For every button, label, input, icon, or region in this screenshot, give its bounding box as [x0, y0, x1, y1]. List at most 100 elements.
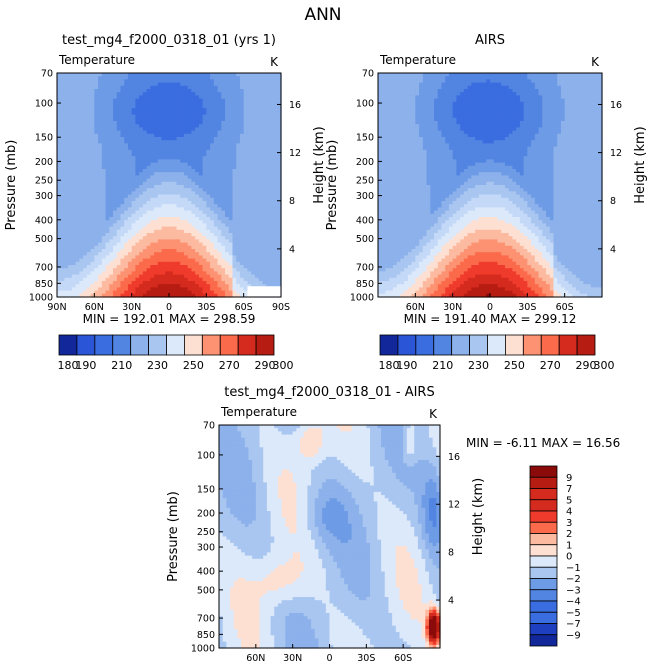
field-cell [109, 108, 114, 112]
field-cell [71, 185, 77, 189]
field-cell [251, 249, 256, 253]
field-cell [247, 229, 252, 234]
field-cell [254, 133, 260, 138]
field-cell [120, 207, 125, 212]
field-cell [83, 111, 88, 116]
field-cell [135, 143, 140, 148]
field-cell [187, 121, 192, 125]
field-cell [225, 137, 230, 141]
field-cell [269, 146, 275, 151]
field-cell [139, 217, 144, 221]
field-cell [191, 245, 196, 250]
field-cell [83, 258, 88, 263]
field-cell [262, 140, 267, 144]
field-cell [195, 101, 200, 106]
field-cell [79, 220, 84, 224]
field-cell [221, 79, 226, 84]
field-cell [225, 127, 230, 132]
field-cell [165, 137, 170, 141]
field-cell [127, 268, 133, 272]
field-cell [266, 226, 271, 231]
field-cell [124, 159, 129, 164]
field-cell [83, 140, 88, 144]
field-cell [269, 159, 275, 164]
field-cell [157, 76, 163, 80]
field-cell [101, 76, 107, 80]
field-cell [176, 258, 181, 263]
field-cell [236, 223, 241, 228]
field-cell [221, 245, 226, 250]
field-cell [165, 284, 170, 288]
field-cell [75, 127, 80, 132]
field-cell [180, 229, 185, 234]
field-cell [57, 149, 62, 154]
field-cell [217, 130, 222, 135]
field-cell [187, 169, 192, 173]
field-cell [228, 194, 234, 199]
field-cell [116, 101, 122, 106]
field-cell [180, 175, 185, 180]
field-cell [94, 185, 99, 189]
field-cell [161, 236, 166, 240]
field-cell [101, 105, 107, 109]
field-cell [161, 220, 166, 224]
field-cell [183, 220, 189, 224]
field-cell [269, 165, 275, 170]
field-cell [176, 162, 181, 167]
field-cell [83, 124, 88, 128]
field-cell [105, 127, 110, 132]
field-cell [86, 252, 92, 256]
field-cell [232, 255, 237, 260]
field-cell [150, 233, 155, 237]
field-cell [273, 194, 278, 199]
field-cell [150, 265, 155, 269]
field-cell [109, 172, 114, 176]
field-cell [135, 159, 140, 164]
field-cell [195, 194, 200, 199]
field-cell [232, 175, 237, 180]
field-cell [75, 229, 80, 234]
field-cell [86, 143, 92, 148]
field-cell [64, 133, 69, 138]
field-cell [239, 146, 245, 151]
field-cell [213, 146, 219, 151]
field-cell [258, 121, 263, 125]
field-cell [217, 121, 222, 125]
field-cell [169, 258, 174, 263]
field-cell [116, 140, 122, 144]
field-cell [105, 271, 110, 276]
field-cell [165, 220, 170, 224]
field-cell [187, 236, 192, 240]
field-cell [206, 258, 211, 263]
field-cell [109, 114, 114, 119]
field-cell [57, 181, 62, 186]
field-cell [262, 133, 267, 138]
field-cell [150, 82, 155, 87]
field-cell [131, 185, 136, 189]
field-cell [68, 191, 73, 196]
field-cell [157, 258, 163, 263]
field-cell [75, 236, 80, 240]
field-cell [217, 185, 222, 189]
field-cell [169, 185, 174, 189]
field-cell [113, 207, 118, 212]
field-cell [105, 204, 110, 208]
field-cell [127, 281, 133, 285]
field-cell [258, 137, 263, 141]
field-cell [273, 274, 278, 279]
field-cell [86, 172, 92, 176]
field-cell [172, 271, 178, 276]
field-cell [266, 89, 271, 93]
field-cell [124, 153, 129, 157]
field-cell [254, 213, 260, 218]
field-cell [213, 268, 219, 272]
field-cell [98, 258, 103, 263]
field-cell [232, 98, 237, 103]
field-cell [131, 223, 136, 228]
field-cell [183, 201, 189, 205]
field-cell [109, 249, 114, 253]
field-cell [195, 92, 200, 96]
field-cell [64, 274, 69, 279]
field-cell [202, 101, 207, 106]
field-cell [172, 165, 178, 170]
